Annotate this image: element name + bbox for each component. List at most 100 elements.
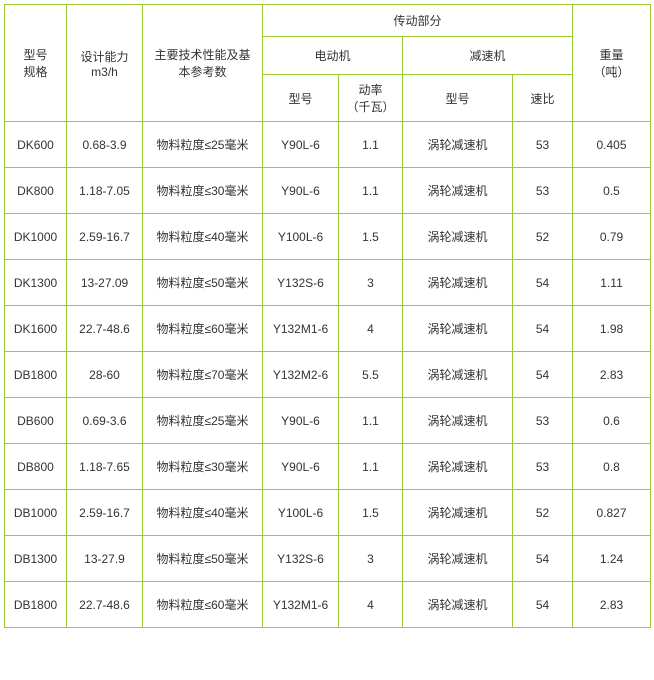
cell-capacity: 1.18-7.65 [67, 444, 143, 490]
cell-reducer-model: 涡轮减速机 [403, 490, 513, 536]
header-model-spec-line1: 型号 [7, 46, 64, 63]
cell-reducer-model: 涡轮减速机 [403, 260, 513, 306]
header-reducer-model: 型号 [403, 75, 513, 122]
cell-model: DK1000 [5, 214, 67, 260]
cell-reducer-ratio: 52 [513, 490, 573, 536]
cell-tech: 物料粒度≤50毫米 [143, 536, 263, 582]
cell-motor-power: 4 [339, 582, 403, 628]
cell-motor-power: 1.1 [339, 398, 403, 444]
cell-capacity: 0.68-3.9 [67, 122, 143, 168]
table-row: DK10002.59-16.7物料粒度≤40毫米Y100L-61.5涡轮减速机5… [5, 214, 651, 260]
cell-capacity: 13-27.09 [67, 260, 143, 306]
header-tech-params: 主要技术性能及基 本参考数 [143, 5, 263, 122]
cell-capacity: 2.59-16.7 [67, 490, 143, 536]
header-weight-line2: （吨） [575, 63, 648, 80]
cell-reducer-ratio: 54 [513, 582, 573, 628]
cell-model: DB1000 [5, 490, 67, 536]
cell-reducer-model: 涡轮减速机 [403, 398, 513, 444]
cell-reducer-model: 涡轮减速机 [403, 168, 513, 214]
table-row: DK130013-27.09物料粒度≤50毫米Y132S-63涡轮减速机541.… [5, 260, 651, 306]
table-row: DK6000.68-3.9物料粒度≤25毫米Y90L-61.1涡轮减速机530.… [5, 122, 651, 168]
cell-reducer-model: 涡轮减速机 [403, 444, 513, 490]
cell-tech: 物料粒度≤70毫米 [143, 352, 263, 398]
header-reducer: 减速机 [403, 37, 573, 75]
cell-reducer-ratio: 53 [513, 444, 573, 490]
cell-tech: 物料粒度≤60毫米 [143, 306, 263, 352]
header-motor-power-line1: 动率 [341, 81, 400, 98]
cell-model: DB600 [5, 398, 67, 444]
cell-capacity: 22.7-48.6 [67, 582, 143, 628]
header-capacity-line1: 设计能力 [69, 48, 140, 65]
cell-reducer-model: 涡轮减速机 [403, 582, 513, 628]
spec-table: 型号 规格 设计能力 m3/h 主要技术性能及基 本参考数 传动部分 重量 （吨… [4, 4, 651, 628]
cell-reducer-ratio: 53 [513, 398, 573, 444]
cell-reducer-ratio: 53 [513, 122, 573, 168]
table-row: DB180028-60物料粒度≤70毫米Y132M2-65.5涡轮减速机542.… [5, 352, 651, 398]
cell-weight: 2.83 [573, 582, 651, 628]
cell-capacity: 22.7-48.6 [67, 306, 143, 352]
cell-tech: 物料粒度≤50毫米 [143, 260, 263, 306]
cell-reducer-ratio: 52 [513, 214, 573, 260]
cell-model: DK1300 [5, 260, 67, 306]
table-body: DK6000.68-3.9物料粒度≤25毫米Y90L-61.1涡轮减速机530.… [5, 122, 651, 628]
table-row: DB180022.7-48.6物料粒度≤60毫米Y132M1-64涡轮减速机54… [5, 582, 651, 628]
cell-tech: 物料粒度≤25毫米 [143, 122, 263, 168]
cell-motor-power: 1.5 [339, 214, 403, 260]
cell-capacity: 1.18-7.05 [67, 168, 143, 214]
cell-motor-model: Y90L-6 [263, 168, 339, 214]
cell-weight: 1.98 [573, 306, 651, 352]
cell-motor-power: 3 [339, 536, 403, 582]
header-motor-power: 动率 （千瓦） [339, 75, 403, 122]
cell-motor-model: Y132S-6 [263, 536, 339, 582]
table-row: DK8001.18-7.05物料粒度≤30毫米Y90L-61.1涡轮减速机530… [5, 168, 651, 214]
cell-reducer-ratio: 54 [513, 306, 573, 352]
cell-model: DK600 [5, 122, 67, 168]
cell-reducer-ratio: 54 [513, 260, 573, 306]
header-model-spec: 型号 规格 [5, 5, 67, 122]
cell-capacity: 2.59-16.7 [67, 214, 143, 260]
cell-motor-model: Y90L-6 [263, 444, 339, 490]
cell-weight: 1.11 [573, 260, 651, 306]
header-model-spec-line2: 规格 [7, 63, 64, 80]
cell-weight: 0.405 [573, 122, 651, 168]
cell-reducer-ratio: 53 [513, 168, 573, 214]
cell-model: DB1800 [5, 352, 67, 398]
cell-tech: 物料粒度≤60毫米 [143, 582, 263, 628]
header-capacity: 设计能力 m3/h [67, 5, 143, 122]
cell-weight: 0.8 [573, 444, 651, 490]
cell-model: DK800 [5, 168, 67, 214]
cell-capacity: 0.69-3.6 [67, 398, 143, 444]
header-tech-params-line1: 主要技术性能及基 [145, 46, 260, 63]
cell-model: DB1800 [5, 582, 67, 628]
cell-tech: 物料粒度≤40毫米 [143, 214, 263, 260]
cell-capacity: 28-60 [67, 352, 143, 398]
cell-motor-model: Y132S-6 [263, 260, 339, 306]
cell-model: DK1600 [5, 306, 67, 352]
table-row: DB10002.59-16.7物料粒度≤40毫米Y100L-61.5涡轮减速机5… [5, 490, 651, 536]
cell-motor-model: Y132M2-6 [263, 352, 339, 398]
cell-motor-power: 1.1 [339, 122, 403, 168]
cell-motor-model: Y100L-6 [263, 214, 339, 260]
header-tech-params-line2: 本参考数 [145, 63, 260, 80]
cell-weight: 1.24 [573, 536, 651, 582]
cell-weight: 2.83 [573, 352, 651, 398]
header-motor-model: 型号 [263, 75, 339, 122]
cell-motor-model: Y90L-6 [263, 398, 339, 444]
header-motor: 电动机 [263, 37, 403, 75]
table-row: DK160022.7-48.6物料粒度≤60毫米Y132M1-64涡轮减速机54… [5, 306, 651, 352]
header-capacity-line2: m3/h [69, 65, 140, 79]
cell-weight: 0.6 [573, 398, 651, 444]
header-weight-line1: 重量 [575, 46, 648, 63]
cell-motor-model: Y90L-6 [263, 122, 339, 168]
table-header: 型号 规格 设计能力 m3/h 主要技术性能及基 本参考数 传动部分 重量 （吨… [5, 5, 651, 122]
cell-reducer-ratio: 54 [513, 536, 573, 582]
cell-motor-power: 5.5 [339, 352, 403, 398]
cell-reducer-model: 涡轮减速机 [403, 122, 513, 168]
header-reducer-ratio: 速比 [513, 75, 573, 122]
cell-reducer-model: 涡轮减速机 [403, 306, 513, 352]
cell-motor-power: 4 [339, 306, 403, 352]
cell-motor-model: Y132M1-6 [263, 306, 339, 352]
table-row: DB6000.69-3.6物料粒度≤25毫米Y90L-61.1涡轮减速机530.… [5, 398, 651, 444]
header-weight: 重量 （吨） [573, 5, 651, 122]
cell-weight: 0.79 [573, 214, 651, 260]
